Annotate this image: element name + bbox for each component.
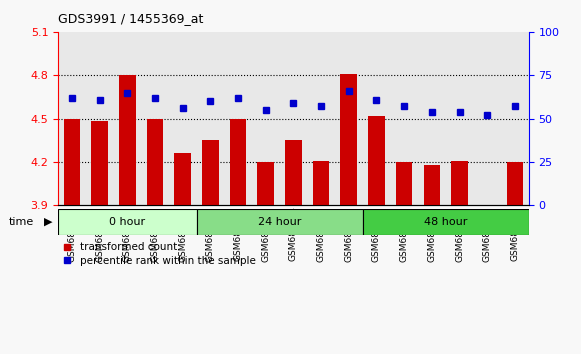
Legend: transformed count, percentile rank within the sample: transformed count, percentile rank withi… xyxy=(63,242,256,266)
Bar xyxy=(202,140,218,205)
Text: 48 hour: 48 hour xyxy=(424,217,467,227)
Bar xyxy=(91,121,108,205)
Bar xyxy=(451,160,468,205)
Bar xyxy=(64,119,80,205)
Bar xyxy=(313,160,329,205)
Bar xyxy=(146,119,163,205)
Text: 0 hour: 0 hour xyxy=(109,217,145,227)
Bar xyxy=(363,209,529,235)
Bar xyxy=(196,209,363,235)
Bar xyxy=(396,162,413,205)
Bar xyxy=(340,74,357,205)
Bar xyxy=(285,140,302,205)
Bar xyxy=(229,119,246,205)
Bar xyxy=(507,162,523,205)
Bar xyxy=(424,165,440,205)
Bar xyxy=(368,116,385,205)
Text: GDS3991 / 1455369_at: GDS3991 / 1455369_at xyxy=(58,12,203,25)
Bar xyxy=(174,153,191,205)
Bar xyxy=(119,75,135,205)
Bar xyxy=(257,162,274,205)
Bar xyxy=(58,209,196,235)
Text: ▶: ▶ xyxy=(44,217,52,227)
Text: 24 hour: 24 hour xyxy=(258,217,302,227)
Text: time: time xyxy=(9,217,34,227)
